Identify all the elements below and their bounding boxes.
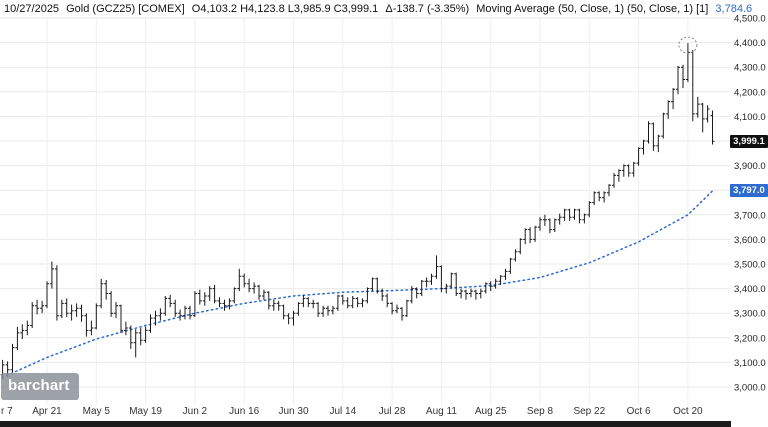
y-axis-label: 3,200.0 <box>734 333 766 344</box>
y-axis-label: 3,600.0 <box>734 235 766 246</box>
x-axis-label: Sep 22 <box>573 406 605 417</box>
y-axis-label: 3,300.0 <box>734 309 766 320</box>
x-axis-label: Aug 11 <box>426 406 457 417</box>
chart-scrollbar[interactable] <box>0 421 731 427</box>
y-axis-label: 3,100.0 <box>734 358 766 369</box>
y-axis-label: 4,200.0 <box>734 87 766 98</box>
x-axis-label: Sep 8 <box>527 406 554 417</box>
x-axis-label: r 7 <box>1 406 13 417</box>
y-axis-label: 3,700.0 <box>734 210 766 221</box>
y-axis-label: 3,000.0 <box>734 383 766 394</box>
y-axis-label: 3,900.0 <box>734 161 766 172</box>
x-axis-label: Jun 2 <box>183 406 208 417</box>
x-axis-label: Jun 16 <box>229 406 259 417</box>
barchart-logo: barchart <box>1 373 79 400</box>
ma-price-badge: 3,797.0 <box>730 184 768 198</box>
y-axis-label: 3,500.0 <box>734 260 766 271</box>
ohlc-bars <box>0 43 715 380</box>
x-axis-label: Oct 6 <box>627 406 651 417</box>
y-axis-label: 4,300.0 <box>734 63 766 74</box>
y-axis-label: 3,400.0 <box>734 284 766 295</box>
x-axis-label: Aug 25 <box>475 406 507 417</box>
y-axis-label: 4,500.0 <box>734 14 766 25</box>
y-axis-label: 4,400.0 <box>734 38 766 49</box>
quote-change: Δ-138.7 (-3.35%) <box>385 3 470 15</box>
quote-symbol: Gold (GCZ25) [COMEX] <box>66 3 185 15</box>
chart-header: 10/27/2025 Gold (GCZ25) [COMEX] O4,103.2… <box>4 3 756 15</box>
quote-date: 10/27/2025 <box>4 3 60 15</box>
x-axis-label: Jul 14 <box>329 406 356 417</box>
peak-annotation-circle <box>678 36 698 54</box>
y-axis-label: 4,100.0 <box>734 112 766 123</box>
moving-average-line <box>0 190 714 380</box>
x-axis-label: May 5 <box>83 406 111 417</box>
x-axis-label: Jul 28 <box>379 406 406 417</box>
study-label: Moving Average (50, Close, 1) (50, Close… <box>476 3 709 15</box>
quote-ohlc: O4,103.2 H4,123.8 L3,985.9 C3,999.1 <box>191 3 379 15</box>
x-axis-label: Apr 21 <box>32 406 62 417</box>
study-value: 3,784.6 <box>715 3 753 15</box>
x-axis-label: Oct 20 <box>673 406 703 417</box>
x-axis-label: Jun 30 <box>278 406 308 417</box>
last-price-badge: 3,999.1 <box>730 134 768 148</box>
x-axis-label: May 19 <box>129 406 162 417</box>
